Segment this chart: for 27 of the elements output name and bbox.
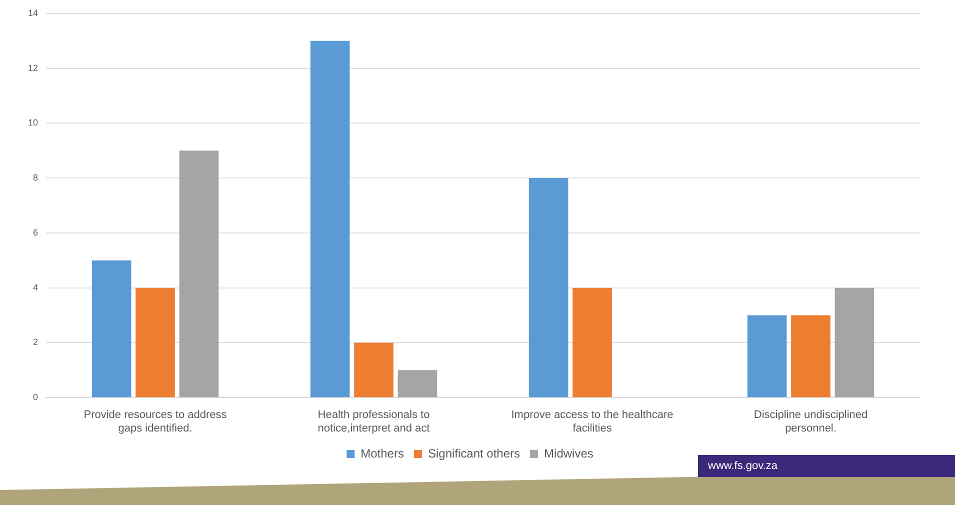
bar [834,288,874,398]
y-tick-label: 0 [32,392,38,402]
bar [528,178,568,398]
x-tick-label: Discipline undisciplined personnel. [754,409,868,434]
legend-label: Significant others [428,446,520,460]
bar [92,260,132,398]
bar [572,288,612,398]
legend-label: Midwives [544,446,594,460]
legend-label: Mothers [360,446,404,460]
bar [747,315,787,398]
bar [179,150,219,398]
y-tick-label: 4 [32,282,38,292]
y-tick-label: 12 [28,62,38,73]
x-tick-label: Provide resources to address gaps identified. [84,409,228,434]
bar [136,288,175,398]
bar [354,342,394,398]
x-tick-label: Improve access to the healthcare facilities [511,409,674,434]
bar [310,40,350,398]
y-tick-label: 10 [28,118,38,128]
x-tick-label: Health professionals to notice,interpret and act [318,409,430,434]
bar [791,315,830,398]
y-tick-label: 8 [32,172,38,183]
bar [398,370,438,398]
y-tick-label: 14 [28,8,38,18]
text: www.fs.gov.za [698,455,955,477]
y-tick-label: 6 [32,227,38,238]
y-tick-label: 2 [32,337,38,348]
